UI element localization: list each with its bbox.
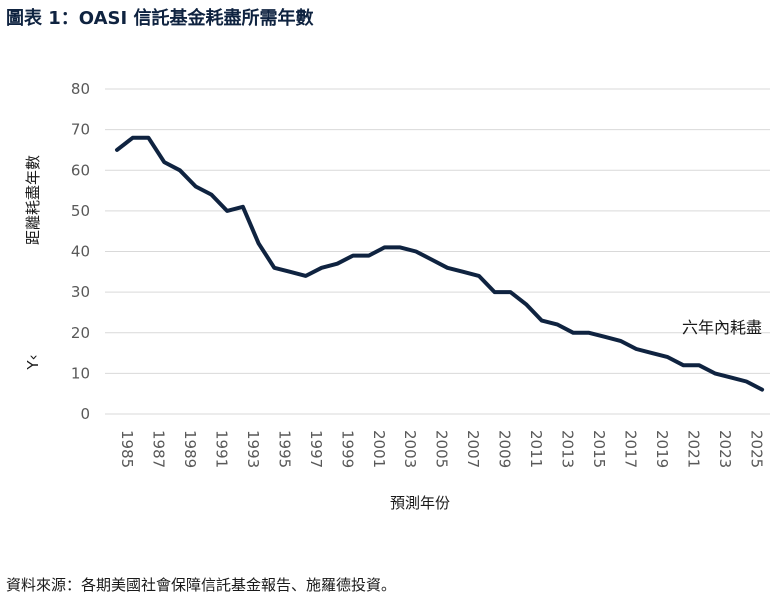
x-tick-label: 1993: [244, 430, 262, 468]
y-tick-label: 50: [71, 202, 90, 220]
x-tick-label: 2021: [684, 430, 702, 468]
y-tick-label: 60: [71, 161, 90, 179]
y-tick-label: 0: [80, 405, 90, 423]
x-tick-label: 2013: [559, 430, 577, 468]
x-tick-label: 1985: [118, 430, 136, 468]
y-tick-label: 30: [71, 283, 90, 301]
x-axis-label: 預測年份: [390, 494, 450, 512]
source-note: 資料來源：各期美國社會保障信託基金報告、施羅德投資。: [6, 576, 397, 594]
series-line: [115, 135, 765, 392]
x-tick-label: 1997: [307, 430, 325, 468]
x-tick-label: 2025: [747, 430, 765, 468]
y-tick-labels: 0 10 20 30 40 50 60 70 80: [71, 80, 90, 423]
chart-title: 圖表 1：OASI 信託基金耗盡所需年數: [6, 8, 314, 29]
x-tick-label: 2007: [464, 430, 482, 468]
x-tick-label: 2023: [716, 430, 734, 468]
x-tick-label: 2015: [590, 430, 608, 468]
annotation-label: 六年內耗盡: [682, 318, 762, 337]
x-tick-label: 2009: [496, 430, 514, 468]
x-tick-label: 2011: [527, 430, 545, 468]
x-tick-label: 2005: [433, 430, 451, 468]
y-tick-label: 40: [71, 243, 90, 261]
y-axis-label: 距離耗盡年數: [24, 155, 42, 245]
x-tick-label: 1987: [149, 430, 167, 468]
y-tick-label: 20: [71, 324, 90, 342]
x-tick-label: 2001: [370, 430, 388, 468]
gridlines: [105, 88, 770, 415]
x-tick-labels: 1985 1987 1989 1991 1993 1995 1997 1999 2001 2003…: [118, 430, 765, 468]
x-tick-label: 1991: [212, 430, 230, 468]
y-axis-label-fragment: Y‹: [24, 354, 42, 370]
x-tick-label: 2019: [653, 430, 671, 468]
x-tick-label: 1999: [338, 430, 356, 468]
x-tick-label: 2017: [622, 430, 640, 468]
y-tick-label: 10: [71, 364, 90, 382]
y-tick-label: 70: [71, 121, 90, 139]
x-tick-label: 1989: [181, 430, 199, 468]
x-tick-label: 1995: [275, 430, 293, 468]
y-tick-label: 80: [71, 80, 90, 98]
x-tick-label: 2003: [401, 430, 419, 468]
